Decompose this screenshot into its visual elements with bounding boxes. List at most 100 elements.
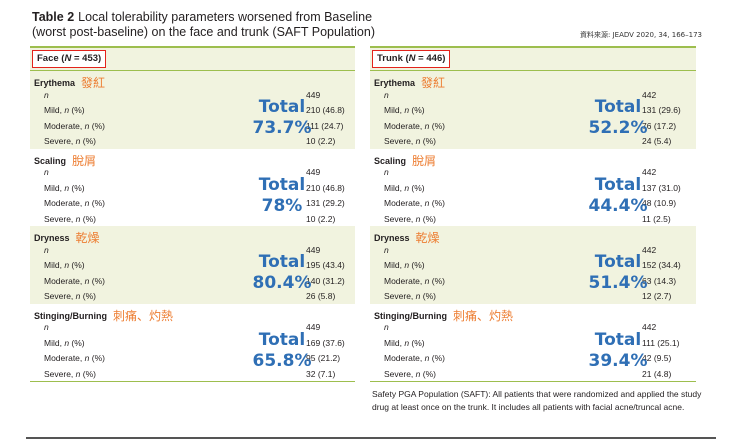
total-value: 44.4% xyxy=(588,195,648,216)
row-label: n xyxy=(384,89,389,100)
table-row: Severe, n (%) 21 (4.8) xyxy=(370,366,696,382)
total-label: Total xyxy=(594,174,642,195)
row-value: 10 (2.2) xyxy=(306,213,336,224)
table-row: Mild, n (%) 152 (34.4) xyxy=(370,257,696,273)
table-row: Mild, n (%) 210 (46.8) xyxy=(30,102,355,118)
section-title: Stinging/Burning 刺痛、灼熱 xyxy=(34,306,173,323)
section-title-en: Erythema xyxy=(34,78,76,88)
table-row: Severe, n (%) 10 (2.2) xyxy=(30,211,355,227)
table-section: Stinging/Burning 刺痛、灼熱 n 449 Mild, n (%) 169 … xyxy=(30,304,355,382)
section-header-row: Scaling 脫屑 xyxy=(370,149,696,168)
table-row: n 442 xyxy=(370,87,696,103)
table-row: Mild, n (%) 195 (43.4) xyxy=(30,257,355,273)
total-value: 52.2% xyxy=(588,118,648,138)
row-label: n xyxy=(44,244,49,255)
table-section: Erythema 發紅 n 442 Mild, n (%) 131 (29.6) Moder… xyxy=(370,71,696,149)
row-value: 140 (31.2) xyxy=(306,275,345,286)
row-label: Moderate, n (%) xyxy=(384,275,445,286)
row-label: Mild, n (%) xyxy=(384,260,425,270)
row-value: 449 xyxy=(306,89,321,100)
row-value: 111 (25.1) xyxy=(642,337,680,348)
section-title-zh: 脫屑 xyxy=(72,153,97,168)
trunk-header-n: N xyxy=(408,53,416,64)
trunk-header-box: Trunk (N = 446) xyxy=(372,50,451,68)
section-title-en: Dryness xyxy=(34,233,70,243)
section-title-zh: 發紅 xyxy=(81,76,106,90)
row-value: 63 (14.3) xyxy=(642,275,677,286)
row-value: 442 xyxy=(642,322,657,332)
row-label: Severe, n (%) xyxy=(44,368,96,379)
row-value: 12 (2.7) xyxy=(642,291,672,301)
row-value: 442 xyxy=(642,167,657,177)
row-label: Severe, n (%) xyxy=(44,213,96,224)
total-value: 65.8% xyxy=(252,350,312,371)
table-row: Moderate, n (%) 48 (10.9) xyxy=(370,195,696,211)
row-value: 48 (10.9) xyxy=(642,198,677,208)
table-row: n 449 xyxy=(30,242,355,258)
row-value: 10 (2.2) xyxy=(306,136,336,146)
row-label: n xyxy=(44,89,49,100)
total-value: 78% xyxy=(261,195,303,216)
section-title-zh: 刺痛、灼熱 xyxy=(452,308,513,323)
table-row: n 442 xyxy=(370,319,696,335)
row-value: 26 (5.8) xyxy=(306,291,336,301)
total-callout: Total 39.4% xyxy=(578,330,658,372)
section-header-row: Erythema 發紅 xyxy=(30,71,355,90)
row-value: 449 xyxy=(306,322,321,332)
section-header-row: Erythema 發紅 xyxy=(370,71,696,90)
row-value: 449 xyxy=(306,244,321,255)
total-label: Total xyxy=(594,329,642,350)
table-row: n 449 xyxy=(30,164,355,180)
row-label: Moderate, n (%) xyxy=(44,198,105,208)
section-title-en: Dryness xyxy=(374,233,410,243)
total-callout: Total 65.8% xyxy=(242,330,322,372)
face-header: Face (N = 453) xyxy=(30,48,355,71)
row-value: 195 (43.4) xyxy=(306,260,345,270)
trunk-header: Trunk (N = 446) xyxy=(370,48,696,71)
table-row: Severe, n (%) 12 (2.7) xyxy=(370,288,696,304)
row-label: Severe, n (%) xyxy=(44,136,96,146)
section-title-en: Scaling xyxy=(374,155,407,166)
table-title: Table 2 Local tolerability parameters wor… xyxy=(32,10,375,40)
row-label: Severe, n (%) xyxy=(44,291,96,301)
section-title: Scaling 脫屑 xyxy=(34,151,96,168)
total-value: 51.4% xyxy=(588,273,648,293)
table-row: n 442 xyxy=(370,164,696,180)
table-row: Mild, n (%) 210 (46.8) xyxy=(30,180,355,196)
row-value: 24 (5.4) xyxy=(642,136,672,146)
total-callout: Total 80.4% xyxy=(242,252,322,294)
row-value: 210 (46.8) xyxy=(306,105,345,115)
face-header-prefix: Face ( xyxy=(37,53,65,64)
row-label: Mild, n (%) xyxy=(44,105,85,115)
panel-top-rule xyxy=(30,46,355,48)
table-row: Moderate, n (%) 63 (14.3) xyxy=(370,273,696,289)
total-callout: Total 44.4% xyxy=(578,175,658,217)
section-title: Stinging/Burning 刺痛、灼熱 xyxy=(374,306,513,323)
total-callout: Total 73.7% xyxy=(242,97,322,139)
trunk-panel: Trunk (N = 446) Erythema 發紅 n 442 Mild, n (%… xyxy=(370,46,696,382)
table-row: Moderate, n (%) 76 (17.2) xyxy=(370,118,696,134)
table-row: Moderate, n (%) 95 (21.2) xyxy=(30,350,355,366)
table-section: Dryness 乾燥 n 449 Mild, n (%) 195 (43.4) Modera… xyxy=(30,226,355,304)
row-label: n xyxy=(44,167,49,177)
row-value: 210 (46.8) xyxy=(306,182,345,193)
table-title-line2: (worst post-baseline) on the face and tr… xyxy=(32,25,375,39)
table-row: n 449 xyxy=(30,319,355,335)
table-row: Severe, n (%) 26 (5.8) xyxy=(30,288,355,304)
section-title-en: Stinging/Burning xyxy=(374,310,447,321)
section-header-row: Dryness 乾燥 xyxy=(30,226,355,245)
table-row: Moderate, n (%) 111 (24.7) xyxy=(30,118,355,134)
row-value: 32 (7.1) xyxy=(306,368,336,379)
trunk-header-suffix: = 446) xyxy=(415,53,446,64)
face-header-suffix: = 453) xyxy=(71,53,102,64)
table-row: Mild, n (%) 131 (29.6) xyxy=(370,102,696,118)
row-label: n xyxy=(44,322,49,332)
section-title: Scaling 脫屑 xyxy=(374,151,436,168)
panel-bottom-rule xyxy=(30,381,355,382)
table-row: n 442 xyxy=(370,242,696,258)
section-header-row: Stinging/Burning 刺痛、灼熱 xyxy=(30,304,355,323)
section-title-zh: 乾燥 xyxy=(75,231,100,245)
total-label: Total xyxy=(258,174,306,195)
table-row: Severe, n (%) 11 (2.5) xyxy=(370,211,696,227)
row-value: 21 (4.8) xyxy=(642,368,672,379)
